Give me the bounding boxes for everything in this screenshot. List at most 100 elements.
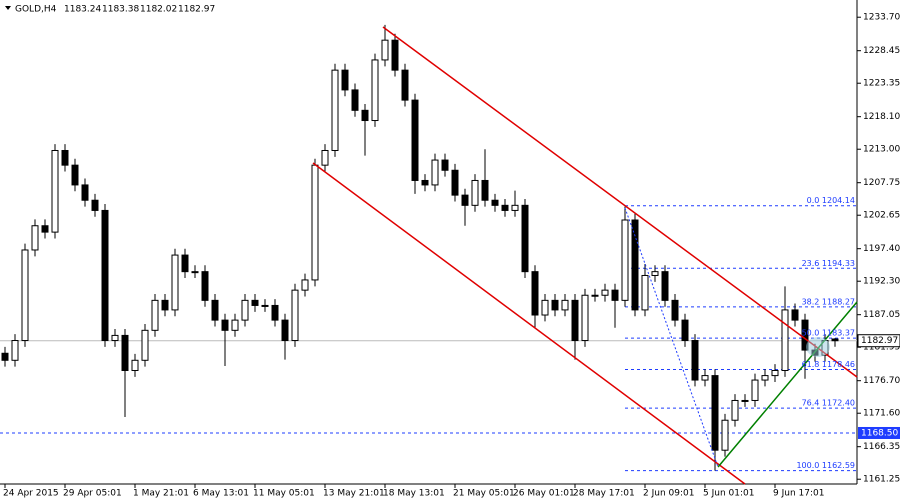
candle-body [581, 294, 589, 342]
candle-body [561, 299, 569, 311]
symbol-title: GOLD,H4 [15, 5, 57, 15]
x-tick-label: 13 May 21:01 [323, 489, 385, 499]
y-tick-label: 1161.25 [863, 475, 900, 485]
candle-body [681, 319, 689, 342]
candle-body [31, 225, 39, 251]
candle-body [541, 299, 549, 316]
candle-body [61, 149, 69, 166]
x-tick-label: 9 Jun 17:01 [773, 489, 824, 499]
current-price-tag [857, 334, 900, 348]
candle-body [461, 194, 469, 206]
candle-body [351, 89, 359, 111]
fib-label: 38.2 1188.27 [802, 297, 855, 306]
y-tick-label: 1192.30 [863, 277, 900, 287]
candle-body [771, 369, 779, 377]
candle-body [441, 159, 449, 171]
candle-body [131, 359, 139, 371]
header-open: 1183.24 [64, 5, 101, 15]
menu-arrow[interactable] [5, 6, 11, 10]
fib-label: 50.0 1183.37 [802, 329, 855, 338]
y-tick-label: 1166.35 [863, 442, 900, 452]
fib-label: 100.0 1162.59 [796, 461, 855, 470]
y-tick-label: 1176.70 [863, 376, 900, 386]
candle-body [1, 352, 9, 361]
candle-body [71, 164, 79, 186]
candle-body [161, 299, 169, 311]
x-tick-label: 6 May 13:01 [193, 489, 249, 499]
candle-body [111, 334, 119, 342]
candle-body [231, 319, 239, 331]
candle-body [701, 375, 709, 381]
candle-body [711, 375, 719, 451]
candle-body [331, 69, 339, 151]
highlight [806, 337, 830, 357]
candle-body [81, 184, 89, 201]
candle-body [201, 271, 209, 301]
x-tick-label: 21 May 05:01 [453, 489, 515, 499]
y-tick-label: 1207.75 [863, 178, 900, 188]
candle-body [211, 299, 219, 321]
candle-body [181, 254, 189, 273]
candle-body [511, 204, 519, 211]
y-tick-label: 1223.35 [863, 79, 900, 89]
candle-body [591, 294, 599, 297]
candle-body [341, 69, 349, 91]
x-tick-label: 5 Jun 01:01 [703, 489, 754, 499]
x-tick-label: 26 May 01:01 [513, 489, 575, 499]
candle-body [431, 159, 439, 186]
candle-body [281, 319, 289, 342]
candle-body [521, 204, 529, 273]
fib-label: 23.6 1194.33 [802, 259, 855, 268]
candle-body [801, 319, 809, 351]
candle-body [221, 319, 229, 331]
candle-body [731, 399, 739, 421]
candle-body [481, 179, 489, 201]
x-tick-label: 24 Apr 2015 [3, 489, 59, 499]
candle-body [781, 309, 789, 371]
header-low: 1182.02 [140, 5, 177, 15]
candle-body [741, 399, 749, 402]
header-close: 1182.97 [178, 5, 215, 15]
x-tick-label: 2 Jun 09:01 [643, 489, 694, 499]
candle-body [291, 289, 299, 342]
candle-body [191, 271, 199, 274]
y-tick-label: 1197.40 [863, 244, 900, 254]
candle-body [751, 379, 759, 401]
x-tick-label: 18 May 13:01 [383, 489, 445, 499]
y-tick-label: 1218.10 [863, 112, 900, 122]
header-high: 1183.38 [102, 5, 139, 15]
candle-body [321, 149, 329, 166]
candle-body [671, 299, 679, 321]
x-tick-label: 28 May 17:01 [573, 489, 635, 499]
marks [0, 24, 857, 472]
candle-body [41, 225, 49, 233]
y-tick-label: 1181.95 [863, 343, 900, 353]
y-tick-label: 1213.00 [863, 145, 900, 155]
fib-diagonal [624, 207, 719, 468]
candle-body [451, 169, 459, 196]
x-tick-label: 29 Apr 05:01 [63, 489, 122, 499]
candle-body [391, 39, 399, 71]
candle-body [11, 340, 19, 361]
candle-body [551, 299, 559, 311]
candle-body [631, 219, 639, 311]
candle-body [171, 254, 179, 311]
candle-body [761, 375, 769, 381]
y-tick-label: 1228.45 [863, 46, 900, 56]
x-tick-label: 11 May 05:01 [253, 489, 315, 499]
candle-body [651, 271, 659, 276]
fib-label: 0.0 1204.14 [807, 196, 855, 205]
candle-body [51, 149, 59, 233]
candle-body [361, 109, 369, 122]
y-tick-label: 1233.70 [863, 13, 900, 23]
fib-label: 61.8 1178.46 [802, 360, 855, 369]
candle-body [421, 179, 429, 186]
channel-lower [312, 162, 746, 485]
candle-body [571, 299, 579, 342]
candle-body [251, 299, 259, 306]
candle-body [261, 304, 269, 307]
candle-body [301, 279, 309, 291]
level-tag [858, 426, 900, 439]
trend-line [717, 301, 858, 468]
